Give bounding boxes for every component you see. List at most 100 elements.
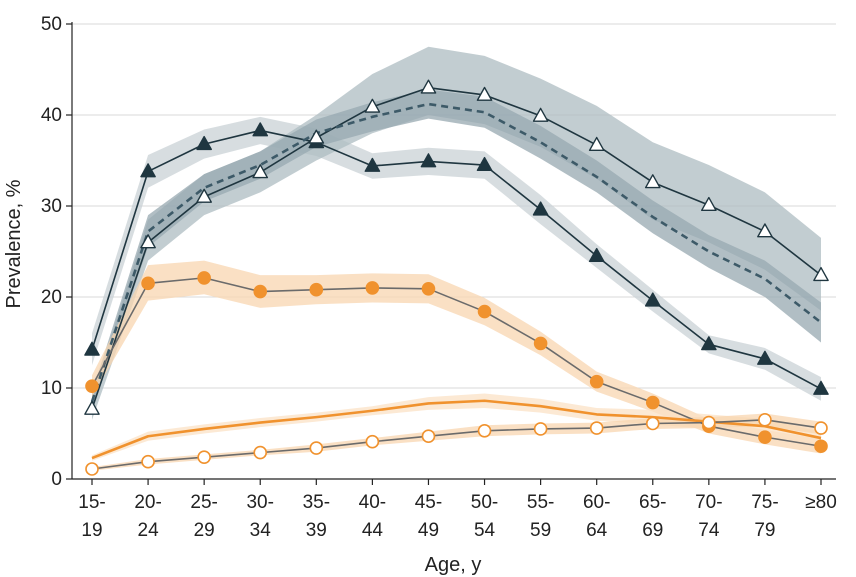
dark-filled-triangle-point-6 xyxy=(420,153,437,168)
orange-open-circle-point-10 xyxy=(645,416,660,431)
x-axis-title: Age, y xyxy=(425,554,482,576)
orange-filled-circle-point-1 xyxy=(141,276,155,291)
dark-open-triangle-point-2 xyxy=(196,188,212,203)
x-tick-label-top-1: 20- xyxy=(134,492,161,513)
x-tick-label-bottom-4: 39 xyxy=(306,520,327,541)
x-tick-label-bottom-11: 74 xyxy=(698,520,720,541)
dark-filled-triangle-point-10 xyxy=(644,292,661,307)
dark-open-triangle-band xyxy=(92,46,821,420)
dark-open-triangle-point-7 xyxy=(476,86,493,101)
x-tick-label-top-2: 25- xyxy=(190,492,217,513)
dark-filled-triangle-point-5 xyxy=(364,157,381,172)
x-tick-labels: 15- 19 20- 24 25- 29 30- 34 35- 39 40- 44 45- 49 50- 54… xyxy=(78,492,837,541)
orange-open-circle-point-0 xyxy=(85,462,99,476)
x-tick-label-bottom-6: 49 xyxy=(418,520,439,541)
dark-open-triangle-point-0 xyxy=(84,400,100,415)
orange-filled-circle-point-9 xyxy=(589,374,604,389)
orange-filled-circle-point-0 xyxy=(85,379,99,393)
x-tick-label-top-6: 45- xyxy=(415,492,442,513)
orange-open-circle-point-8 xyxy=(533,422,548,436)
x-tick-label-top-3: 30- xyxy=(246,492,273,513)
y-tick-labels: 0 10 20 30 40 50 xyxy=(41,14,62,490)
x-tick-label-top-5: 40- xyxy=(359,492,386,513)
x-tick-label-bottom-9: 64 xyxy=(586,520,608,541)
x-tick-label-top-11: 70- xyxy=(695,492,722,513)
y-axis-title: Prevalence, % xyxy=(3,179,25,308)
orange-open-circle-point-11 xyxy=(702,415,716,430)
dark-open-triangle-point-11 xyxy=(701,196,717,212)
dark-open-triangle-point-12 xyxy=(757,223,773,238)
orange-open-circle-band xyxy=(92,413,821,471)
orange-open-circle-point-6 xyxy=(421,429,436,444)
dark-filled-triangle-point-3 xyxy=(252,122,269,137)
dark-open-triangle-point-9 xyxy=(588,136,605,151)
orange-filled-circle-point-12 xyxy=(758,430,772,444)
dark-open-triangle-point-5 xyxy=(364,98,381,113)
x-tick-label-top-4: 35- xyxy=(303,492,330,513)
x-tick-label-top-7: 50- xyxy=(471,492,498,513)
x-tick-label-top-13: ≥80 xyxy=(805,492,837,513)
y-tick-label-20: 20 xyxy=(41,287,62,308)
orange-open-circle-point-7 xyxy=(477,423,492,438)
dark-filled-triangle-line xyxy=(91,129,822,390)
dark-dashed-line-band xyxy=(92,89,821,411)
orange-solid-line-band xyxy=(92,393,821,461)
dark-open-triangle-point-4 xyxy=(308,129,325,144)
dark-filled-triangle-point-1 xyxy=(140,163,156,178)
orange-filled-circle-point-4 xyxy=(309,282,324,297)
x-tick-label-bottom-10: 69 xyxy=(642,520,663,541)
x-tick-label-top-12: 75- xyxy=(751,492,778,513)
orange-filled-circle-point-3 xyxy=(253,284,268,299)
orange-open-circle-point-9 xyxy=(589,421,604,435)
orange-open-circle-line xyxy=(91,419,822,470)
orange-open-circle-point-5 xyxy=(365,434,380,449)
y-tick-label-50: 50 xyxy=(41,14,62,35)
orange-open-circle-point-2 xyxy=(197,450,211,464)
dark-filled-triangle-point-8 xyxy=(532,201,549,216)
x-tick-label-top-0: 15- xyxy=(78,492,105,513)
dark-open-triangle-line xyxy=(91,86,822,410)
orange-filled-circle-point-2 xyxy=(197,271,211,285)
dark-open-triangle-point-8 xyxy=(532,107,549,122)
y-tick-label-30: 30 xyxy=(41,196,62,217)
orange-filled-circle-point-8 xyxy=(533,336,548,351)
y-tick-label-10: 10 xyxy=(41,378,62,399)
y-tick-label-40: 40 xyxy=(41,105,62,126)
dark-filled-triangle-point-12 xyxy=(757,350,773,365)
dark-open-triangle-point-6 xyxy=(420,79,437,94)
x-tick-label-bottom-5: 44 xyxy=(362,520,384,541)
dark-filled-triangle-point-9 xyxy=(588,247,605,262)
orange-filled-circle-point-5 xyxy=(365,281,380,295)
x-tick-label-top-10: 65- xyxy=(639,492,666,513)
x-tick-label-bottom-0: 19 xyxy=(81,520,102,541)
dark-open-triangle-point-3 xyxy=(252,164,269,179)
y-tick-label-0: 0 xyxy=(51,469,62,490)
dark-filled-triangle-band xyxy=(92,116,821,401)
dark-filled-triangle-point-7 xyxy=(476,156,493,172)
x-tick-label-bottom-1: 24 xyxy=(138,520,160,541)
axes xyxy=(66,22,836,485)
orange-filled-circle-point-7 xyxy=(477,304,492,319)
x-tick-label-top-9: 60- xyxy=(583,492,610,513)
orange-open-circle-point-3 xyxy=(253,445,268,460)
orange-solid-line-line xyxy=(91,399,822,460)
dark-filled-triangle-point-11 xyxy=(701,336,717,351)
dark-open-triangle-point-1 xyxy=(140,234,156,249)
dark-open-triangle-point-13 xyxy=(813,266,829,282)
orange-filled-circle-point-10 xyxy=(645,395,660,410)
x-tick-label-bottom-8: 59 xyxy=(530,520,551,541)
orange-filled-circle-point-6 xyxy=(421,282,436,296)
orange-open-circle-point-1 xyxy=(141,454,155,469)
x-tick-label-bottom-12: 79 xyxy=(754,520,775,541)
dark-filled-triangle-point-0 xyxy=(84,341,100,356)
dark-dashed-line-line xyxy=(90,102,822,403)
x-tick-label-bottom-2: 29 xyxy=(194,520,215,541)
confidence-bands xyxy=(92,46,821,471)
dark-filled-triangle-point-2 xyxy=(196,135,212,151)
x-tick-label-bottom-7: 54 xyxy=(474,520,496,541)
orange-open-circle-point-12 xyxy=(758,413,772,427)
orange-filled-circle-point-13 xyxy=(814,439,828,454)
dark-filled-triangle-point-13 xyxy=(813,380,829,395)
series-lines xyxy=(90,86,822,470)
